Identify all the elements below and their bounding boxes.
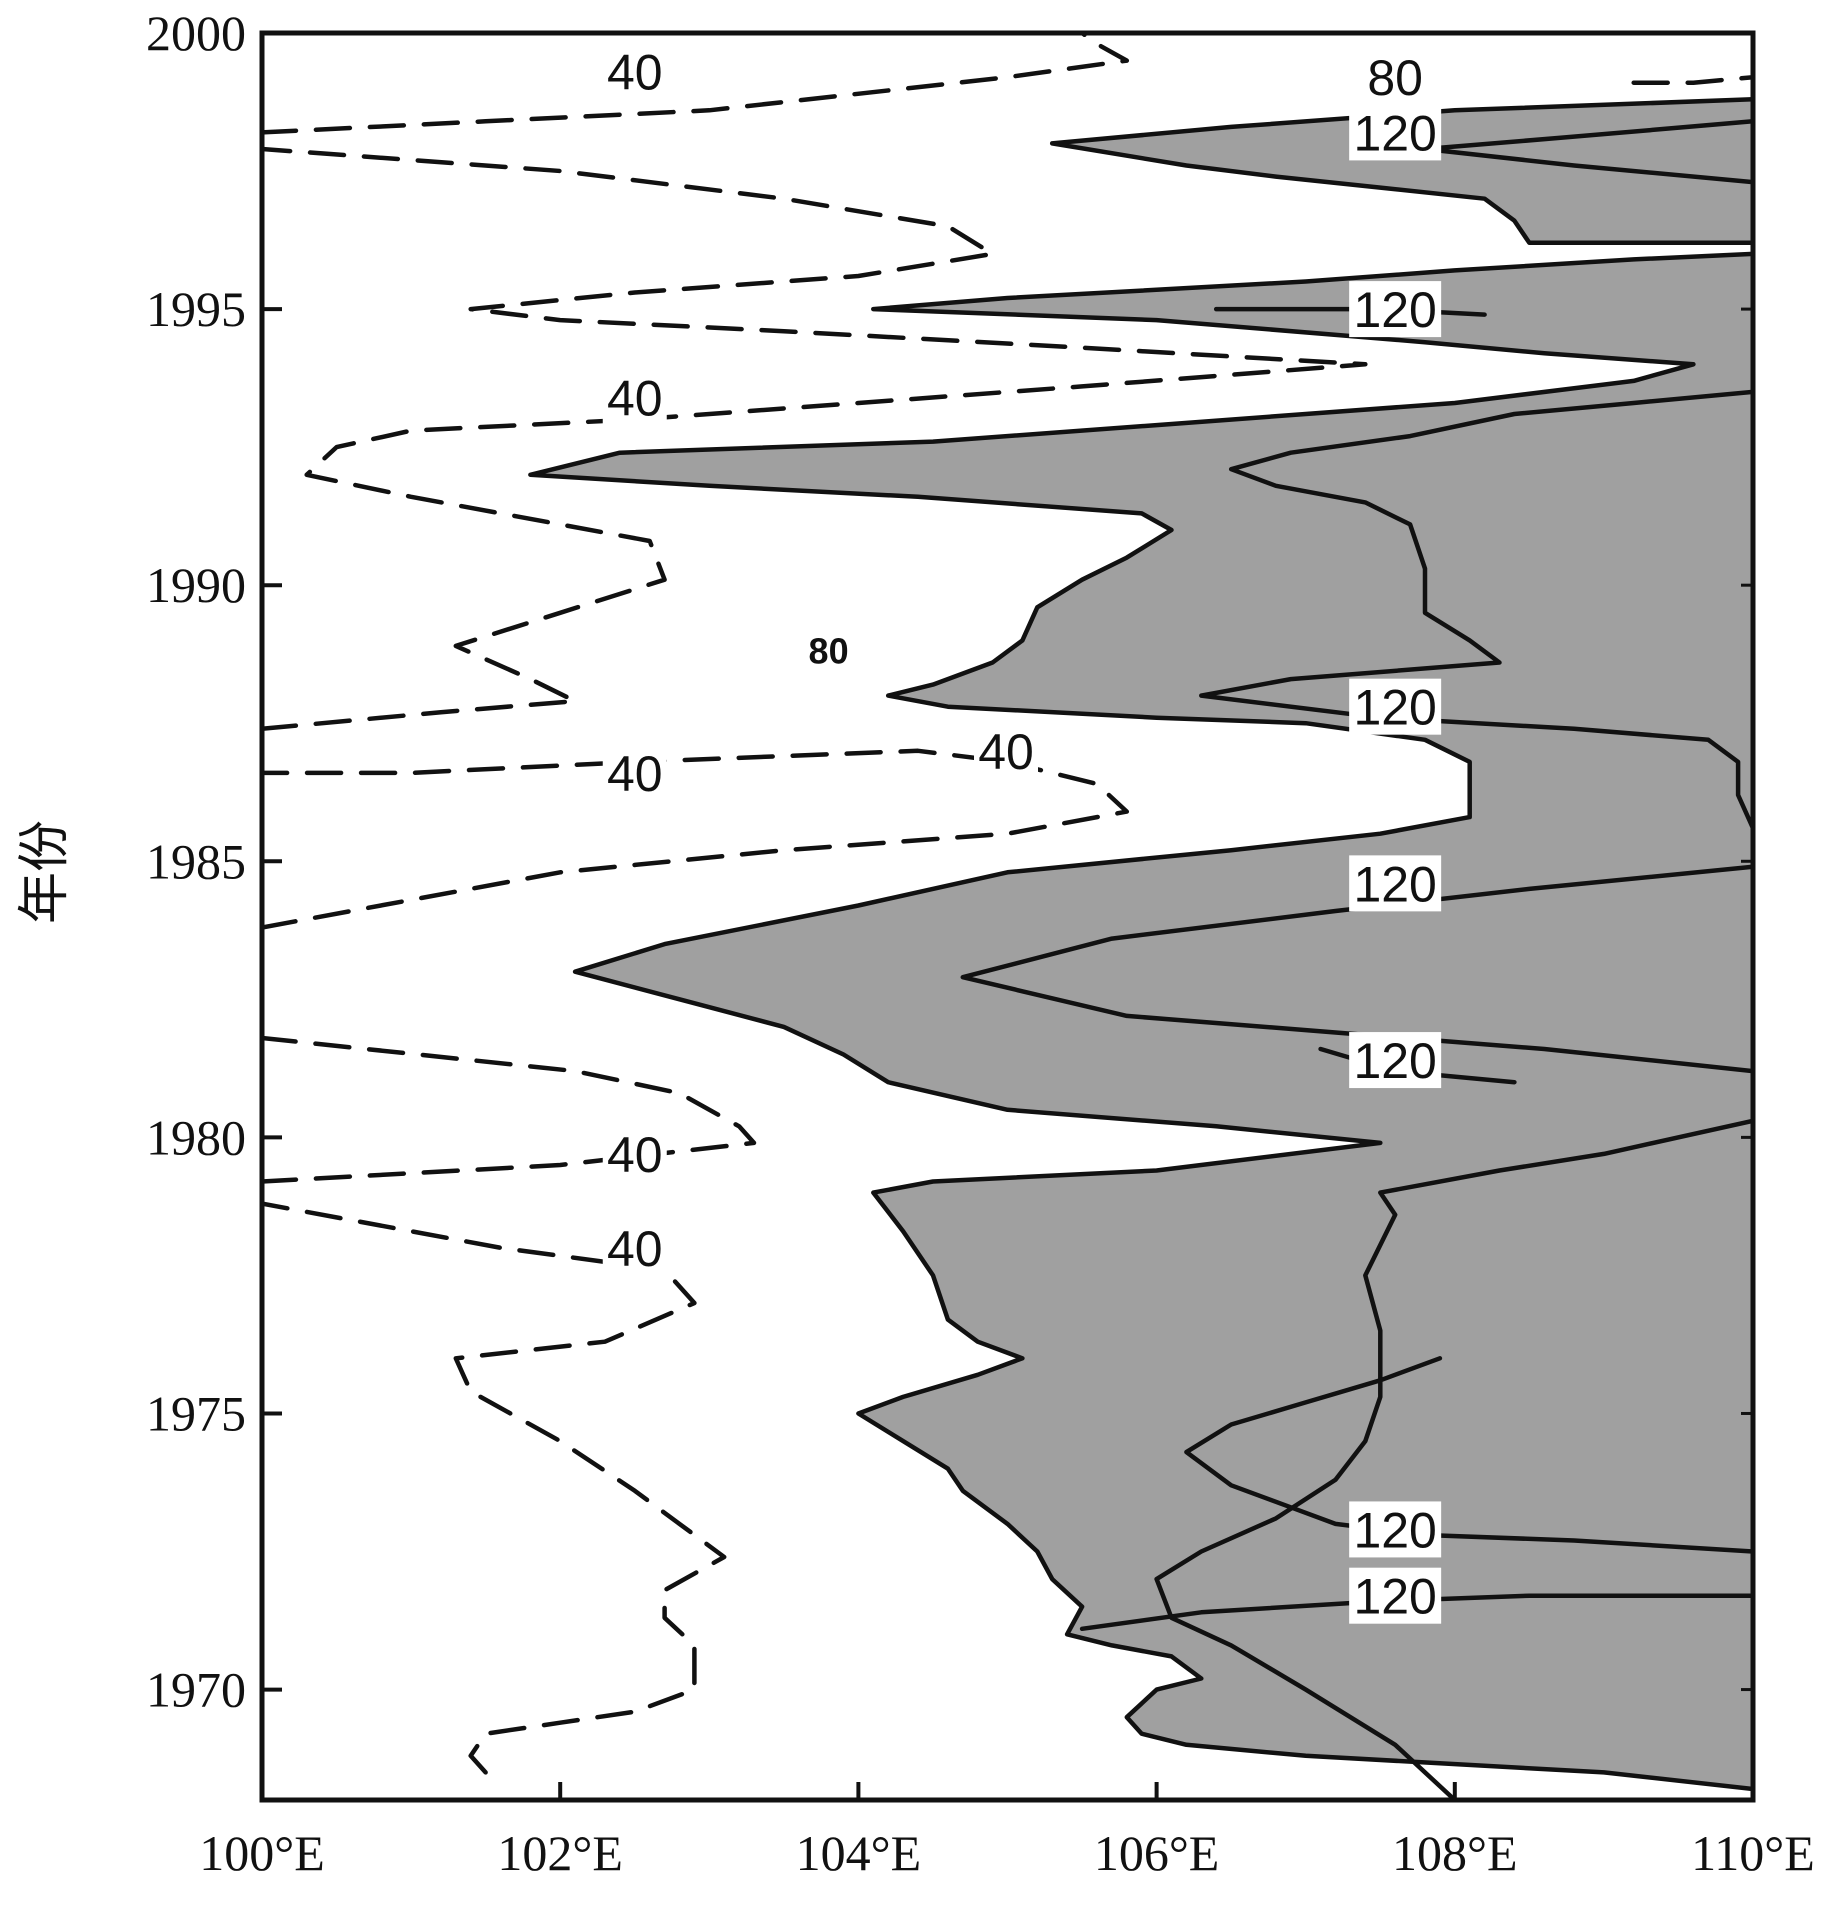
contour-label-120-9: 120 <box>1349 281 1442 338</box>
x-tick-label: 110°E <box>1691 1825 1815 1881</box>
contour-line-40-1 <box>262 1201 727 1775</box>
contour-label-box <box>1363 49 1428 106</box>
x-tick-label: 100°E <box>199 1825 325 1881</box>
contour-label-box <box>1349 104 1442 161</box>
contour-label-text: 120 <box>1353 680 1436 736</box>
contour-line-40-2 <box>262 1035 757 1184</box>
y-tick-label: 1995 <box>146 281 246 337</box>
contour-label-box <box>602 1219 667 1276</box>
contour-label-40-5: 40 <box>602 1219 667 1277</box>
contour-label-40-1: 40 <box>602 369 667 426</box>
axis-layer: 100°E 102°E 104°E 106°E 108°E 110°E 1970 1975 19… <box>146 5 1815 1881</box>
contour-line-120-7 <box>1184 1356 1753 1554</box>
contour-label-80-7: 80 <box>809 630 849 671</box>
y-tick-label: 2000 <box>146 5 246 61</box>
contour-label-text: 40 <box>607 45 663 101</box>
contour-label-box <box>602 744 667 801</box>
contour-label-text: 120 <box>1353 282 1436 338</box>
y-tick-label: 1975 <box>146 1385 246 1441</box>
contour-line-40-5 <box>262 33 1130 135</box>
contour-line-80-6 <box>1154 1118 1753 1800</box>
contour-label-text: 40 <box>607 1221 663 1277</box>
x-tick-label: 108°E <box>1392 1825 1518 1881</box>
y-axis-label: 年份 <box>17 820 74 924</box>
contour-label-box <box>602 43 667 100</box>
contour-label-40-3: 40 <box>974 722 1039 780</box>
contour-label-box <box>1349 1501 1442 1558</box>
shaded-region <box>530 99 1753 1789</box>
contour-label-text: 80 <box>1367 50 1423 106</box>
contour-line-120-9 <box>960 864 1753 1074</box>
contour-label-80-6: 80 <box>1363 49 1428 106</box>
plot-frame <box>259 30 1756 1803</box>
y-tick-label: 1980 <box>146 1109 246 1165</box>
contour-label-120-10: 120 <box>1349 678 1442 736</box>
contour-line-80-0 <box>528 97 1753 1792</box>
contour-label-text: 80 <box>809 630 849 671</box>
contour-label-box <box>1349 678 1442 735</box>
contour-label-text: 120 <box>1353 1502 1436 1558</box>
contour-label-box <box>1349 1567 1442 1624</box>
contour-label-box <box>1349 855 1442 912</box>
contour-label-120-13: 120 <box>1349 1501 1442 1558</box>
y-tick-label: 1985 <box>146 833 246 889</box>
contour-label-text: 120 <box>1353 856 1436 912</box>
contour-label-40-0: 40 <box>602 43 667 101</box>
contour-label-box <box>602 369 667 426</box>
contour-label-120-12: 120 <box>1349 1032 1442 1089</box>
contour-line-120-11 <box>1199 389 1753 831</box>
contour-label-text: 40 <box>607 1127 663 1183</box>
contour-label-text: 40 <box>607 370 663 426</box>
contour-line-40-4 <box>262 146 1368 732</box>
contour-label-text: 120 <box>1353 1033 1436 1089</box>
contour-label-text: 120 <box>1353 1569 1436 1625</box>
contour-label-text: 40 <box>607 746 663 802</box>
contour-label-text: 40 <box>978 724 1034 780</box>
contour-label-box <box>602 1125 667 1182</box>
contour-label-box <box>1349 1032 1442 1089</box>
contour-line-80-14 <box>1631 74 1753 85</box>
contour-label-120-8: 120 <box>1349 104 1442 161</box>
contour-label-40-4: 40 <box>602 1125 667 1183</box>
contour-label-40-2: 40 <box>602 744 667 802</box>
x-tick-label: 102°E <box>497 1825 623 1881</box>
contour-label-120-14: 120 <box>1349 1567 1442 1625</box>
x-tick-label: 104°E <box>796 1825 922 1881</box>
contour-label-text: 120 <box>1353 105 1436 161</box>
x-tick-label: 106°E <box>1094 1825 1220 1881</box>
y-tick-label: 1990 <box>146 557 246 613</box>
contour-line-40-3 <box>262 748 1130 930</box>
contour-label-120-11: 120 <box>1349 855 1442 912</box>
y-tick-label: 1970 <box>146 1662 246 1718</box>
contour-label-box <box>974 722 1039 779</box>
contour-label-box <box>1349 281 1442 338</box>
